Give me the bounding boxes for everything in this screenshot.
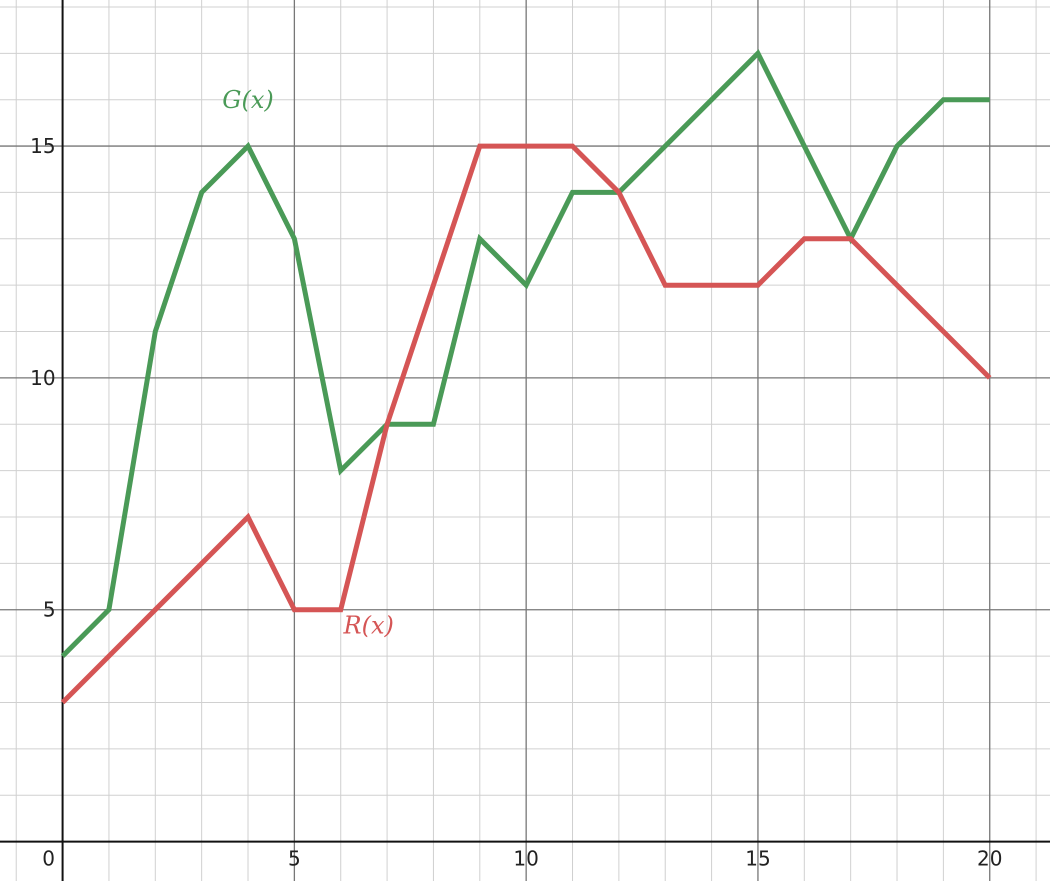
- y-tick-label: 5: [43, 598, 56, 622]
- series-lines: [60, 49, 992, 705]
- series-labels: G(x) R(x): [222, 86, 394, 640]
- y-tick-label: 15: [30, 134, 55, 158]
- series-label-rx: R(x): [343, 612, 394, 640]
- x-tick-label: 20: [977, 847, 1002, 871]
- series-line-gx: [60, 49, 990, 658]
- series-label-gx: G(x): [222, 86, 273, 114]
- x-tick-label: 0: [42, 847, 55, 871]
- x-tick-label: 5: [288, 847, 301, 871]
- x-tick-label: 10: [513, 847, 538, 871]
- x-tick-label: 15: [745, 847, 770, 871]
- y-tick-label: 10: [30, 366, 55, 390]
- series-line-rx: [60, 143, 992, 705]
- tick-labels: 0 5 10 15 20 5 10 15: [30, 134, 1002, 871]
